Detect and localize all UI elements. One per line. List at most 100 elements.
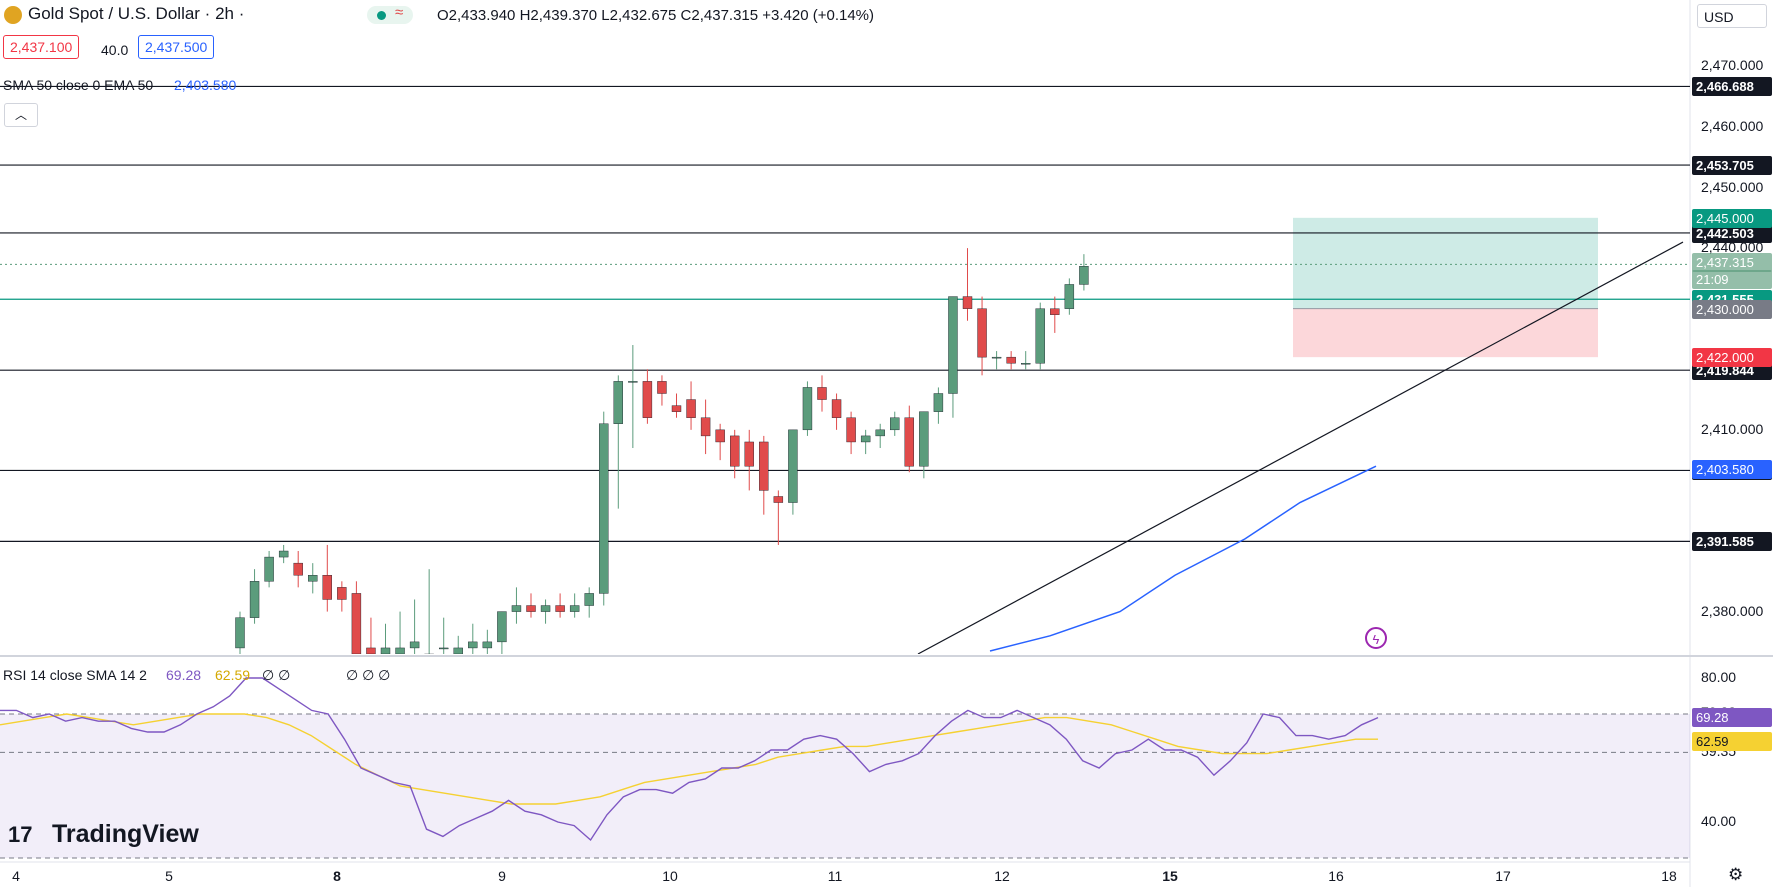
level-price-label: 2,442.503 bbox=[1692, 223, 1772, 243]
y-tick-label: 2,460.000 bbox=[1701, 117, 1764, 134]
candle-body bbox=[890, 417, 900, 431]
candle-body bbox=[671, 405, 682, 412]
candle-body bbox=[278, 550, 289, 558]
candle-body bbox=[788, 429, 798, 503]
candle-body bbox=[686, 399, 696, 418]
candle-body bbox=[962, 296, 973, 309]
y-tick-label: 2,470.000 bbox=[1701, 57, 1764, 74]
market-status-icon bbox=[367, 6, 413, 24]
chevron-up-icon: ︿ bbox=[14, 108, 27, 122]
rsi-sma-label: 62.59 bbox=[1692, 731, 1772, 751]
candle-body bbox=[395, 647, 405, 654]
tradingview-logo-icon: 17 bbox=[8, 822, 33, 847]
gold-logo-icon bbox=[4, 6, 22, 24]
candle-body bbox=[831, 399, 842, 418]
rsi-extra-values: ∅ ∅ bbox=[262, 667, 291, 683]
candle-body bbox=[933, 393, 944, 412]
level-price-label: 2,453.705 bbox=[1692, 156, 1772, 176]
candle-body bbox=[424, 653, 434, 654]
candle-body bbox=[511, 605, 522, 612]
candle-body bbox=[759, 441, 769, 491]
countdown-label: 21:09 bbox=[1692, 270, 1772, 290]
candle-body bbox=[628, 381, 638, 383]
candle-body bbox=[919, 411, 929, 467]
y-tick-label: 2,450.000 bbox=[1701, 178, 1764, 195]
candle-body bbox=[322, 575, 332, 600]
candle-body bbox=[1050, 308, 1060, 315]
collapse-button[interactable]: ︿ bbox=[4, 103, 38, 127]
candle-body bbox=[351, 593, 362, 654]
level-price-label: 2,466.688 bbox=[1692, 77, 1772, 97]
spread-value: 40.0 bbox=[101, 42, 129, 58]
candle-body bbox=[773, 496, 784, 503]
status-dot-icon bbox=[377, 11, 386, 20]
buy-price-button[interactable]: 2,437.500 bbox=[138, 35, 215, 59]
currency-label: USD bbox=[1704, 9, 1734, 25]
candle-body bbox=[380, 647, 391, 654]
candle-body bbox=[860, 435, 871, 443]
candle-body bbox=[555, 605, 565, 612]
candle-body bbox=[613, 381, 623, 424]
currency-select[interactable]: USD bbox=[1697, 4, 1767, 28]
profit-zone bbox=[1293, 217, 1598, 309]
x-tick-label: 4 bbox=[12, 868, 20, 884]
candle-body bbox=[264, 556, 274, 582]
candle-body bbox=[642, 381, 653, 418]
rsi-label[interactable]: RSI 14 close SMA 14 2 bbox=[3, 667, 147, 683]
candle-body bbox=[599, 423, 609, 594]
x-tick-label: 12 bbox=[994, 868, 1010, 884]
ema-line bbox=[989, 465, 1377, 652]
candle-body bbox=[991, 356, 1002, 359]
candle-body bbox=[744, 441, 754, 467]
rsi-sma-value: 62.59 bbox=[215, 667, 251, 683]
candle-body bbox=[904, 417, 914, 467]
rsi-band bbox=[0, 714, 1690, 858]
brand-name: TradingView bbox=[52, 820, 199, 848]
candle-body bbox=[700, 417, 711, 437]
candle-body bbox=[337, 587, 347, 600]
price-label: 2,445.000 bbox=[1692, 208, 1772, 228]
candle-body bbox=[657, 381, 667, 394]
price-label: 2,430.000 bbox=[1692, 299, 1772, 319]
candle-body bbox=[409, 641, 420, 649]
candle-body bbox=[497, 611, 507, 643]
candle-body bbox=[948, 296, 958, 394]
lightning-icon[interactable]: ϟ bbox=[1365, 627, 1387, 649]
candle-body bbox=[846, 417, 856, 443]
candle-body bbox=[439, 647, 449, 650]
y-tick-label: 2,440.000 bbox=[1701, 239, 1764, 256]
candle-body bbox=[1035, 308, 1045, 364]
candle-body bbox=[977, 308, 987, 358]
current-price-label: 2,437.315 bbox=[1692, 253, 1772, 273]
rsi-line bbox=[0, 677, 1379, 842]
symbol-title[interactable]: Gold Spot / U.S. Dollar · 2h · bbox=[28, 4, 245, 23]
candle-body bbox=[875, 429, 885, 437]
rsi-sma-line bbox=[0, 713, 1378, 805]
candle-body bbox=[730, 435, 740, 467]
candle-body bbox=[1006, 356, 1016, 364]
x-tick-label: 18 bbox=[1661, 868, 1677, 884]
candle-body bbox=[715, 429, 725, 443]
candle-body bbox=[817, 387, 827, 400]
y-tick-label: 2,410.000 bbox=[1701, 420, 1764, 437]
x-tick-label: 16 bbox=[1328, 868, 1344, 884]
x-tick-label: 17 bbox=[1495, 868, 1511, 884]
indicator-value: 2,403.580 bbox=[174, 77, 237, 93]
candle-body bbox=[249, 581, 260, 618]
gear-icon[interactable]: ⚙ bbox=[1728, 865, 1744, 884]
ohlc-values: O2,433.940 H2,439.370 L2,432.675 C2,437.… bbox=[437, 7, 875, 24]
x-tick-label: 10 bbox=[662, 868, 678, 884]
candle-body bbox=[1021, 363, 1031, 365]
candle-body bbox=[1064, 284, 1075, 309]
x-tick-label: 8 bbox=[333, 868, 341, 884]
candle-body bbox=[526, 605, 536, 612]
x-tick-label: 5 bbox=[165, 868, 173, 884]
level-price-label: 2,391.585 bbox=[1692, 532, 1772, 552]
candle-body bbox=[802, 387, 813, 431]
candle-body bbox=[540, 605, 551, 612]
price-label: 2,422.000 bbox=[1692, 348, 1772, 368]
sell-price-button[interactable]: 2,437.100 bbox=[3, 35, 80, 59]
indicator-label[interactable]: SMA 50 close 0 EMA 50 bbox=[3, 77, 154, 93]
loss-zone bbox=[1293, 308, 1598, 358]
